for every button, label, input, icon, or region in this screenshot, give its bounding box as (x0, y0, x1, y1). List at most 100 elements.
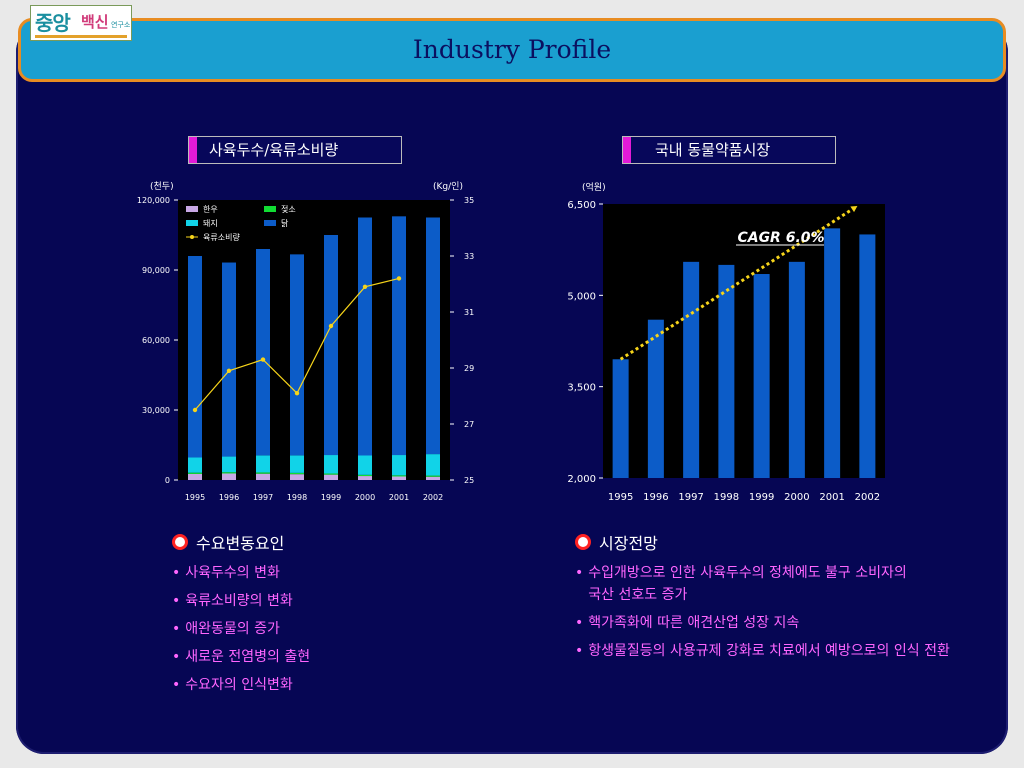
y2-axis-unit: (Kg/인) (433, 181, 463, 192)
bullet-dot-icon: • (575, 643, 584, 659)
bullet-dot-icon: • (172, 677, 181, 693)
x-tick-label: 1996 (219, 493, 239, 502)
y2-tick-label: 31 (464, 308, 474, 317)
y-tick-label: 120,000 (137, 196, 170, 205)
list-item-text: 새로운 전염병의 출현 (185, 649, 311, 665)
y-tick-label: 90,000 (142, 266, 170, 275)
line-point (328, 323, 334, 329)
logo-text-main: 중앙 (35, 11, 71, 35)
list-item-text: 핵가족화에 따른 애견산업 성장 지속 (588, 615, 800, 631)
bar-segment (222, 456, 236, 473)
market-outlook-list: • 수입개방으로 인한 사육두수의 정체에도 불구 소비자의 국산 선호도 증가 … (575, 562, 975, 662)
bar-segment (426, 475, 440, 477)
y-axis-unit: (억원) (582, 181, 606, 193)
bar (612, 359, 629, 478)
list-item-text: 수요자의 인식변화 (185, 677, 293, 693)
list-item: • 사육두수의 변화 (172, 562, 502, 584)
demand-factors-heading: 수요변동요인 (196, 534, 285, 553)
slide-title: Industry Profile (412, 35, 612, 64)
y2-tick-label: 25 (464, 476, 474, 485)
x-tick-label: 1995 (185, 493, 205, 502)
list-item: • 핵가족화에 따른 애견산업 성장 지속 (575, 612, 975, 634)
bar-segment (392, 475, 406, 477)
bullet-dot-icon: • (172, 649, 181, 665)
legend-label: 닭 (281, 218, 289, 228)
demand-factors-list: • 사육두수의 변화 • 육류소비량의 변화 • 애완동물의 증가 • 새로운 전염병의… (172, 562, 502, 696)
bar-segment (426, 476, 440, 480)
company-logo: 중앙 백신 연구소 (30, 5, 132, 41)
bar-segment (256, 249, 270, 456)
bar-segment (358, 474, 372, 477)
y-tick-label: 60,000 (142, 336, 170, 345)
bar-segment (358, 455, 372, 475)
bar (859, 234, 876, 478)
bar (824, 228, 841, 478)
x-tick-label: 1999 (749, 492, 774, 503)
line-point (362, 284, 368, 289)
list-item-text: 애완동물의 증가 (185, 621, 280, 637)
bar-segment (324, 235, 338, 456)
bar (788, 261, 805, 478)
bar-segment (290, 472, 304, 475)
legend-swatch (186, 206, 198, 212)
legend-line-marker (190, 235, 194, 239)
bar-segment (324, 455, 338, 474)
bar-segment (392, 476, 406, 480)
title-banner: Industry Profile (18, 18, 1006, 82)
bar-segment (392, 455, 406, 476)
bullet-dot-icon: • (172, 593, 181, 609)
list-item-text: 육류소비량의 변화 (185, 593, 293, 609)
cagr-label: CAGR 6.0% (737, 230, 824, 246)
x-tick-label: 2000 (784, 492, 809, 503)
plot-area (178, 200, 450, 480)
legend-label: 한우 (203, 205, 218, 214)
line-point (294, 391, 300, 396)
y2-tick-label: 33 (464, 252, 474, 261)
bar-segment (290, 474, 304, 480)
legend-label: 육류소비량 (203, 232, 240, 242)
cagr-trend-line (619, 204, 859, 361)
logo-text-sub: 백신 (81, 13, 109, 31)
market-outlook-heading: 시장전망 (599, 534, 658, 553)
bar-segment (256, 473, 270, 480)
y-tick-label: 5,000 (567, 291, 596, 302)
legend-swatch (264, 206, 276, 212)
y-tick-label: 30,000 (142, 406, 170, 415)
bar-segment (426, 454, 440, 476)
x-tick-label: 2002 (855, 492, 880, 503)
y-tick-label: 2,000 (567, 474, 596, 485)
bar-segment (290, 254, 304, 456)
bar-segment (324, 474, 338, 480)
y-tick-label: 0 (165, 476, 170, 485)
x-tick-label: 1995 (608, 492, 633, 503)
x-tick-label: 2000 (355, 493, 375, 502)
list-item-text: 수입개방으로 인한 사육두수의 정체에도 불구 소비자의 국산 선호도 증가 (588, 565, 907, 603)
bar-segment (222, 262, 236, 457)
list-item-text: 항생물질등의 사용규제 강화로 치료에서 예방으로의 인식 전환 (588, 643, 950, 659)
bullet-circle-icon (575, 534, 591, 550)
right-chart-title-tab: 국내 동물약품시장 (622, 136, 836, 164)
x-tick-label: 1999 (321, 493, 341, 502)
bullet-dot-icon: • (172, 621, 181, 637)
y2-tick-label: 29 (464, 364, 474, 373)
line-point (396, 276, 402, 281)
list-item: • 육류소비량의 변화 (172, 590, 502, 612)
bar (683, 261, 700, 478)
bar-segment (222, 472, 236, 474)
cagr-arrow-head (850, 206, 858, 213)
bar-segment (358, 476, 372, 480)
x-tick-label: 2001 (819, 492, 844, 503)
livestock-chart: (천두) (Kg/인) 0 30,000 60,000 90,000 120,000 25 27… (137, 181, 474, 502)
x-tick-label: 2001 (389, 493, 409, 502)
bar (647, 319, 664, 478)
left-chart-title-tab: 사육두수/육류소비량 (188, 136, 402, 164)
right-chart-title: 국내 동물약품시장 (655, 141, 771, 159)
bar-segment (222, 473, 236, 480)
bar-segment (188, 457, 202, 473)
x-tick-label: 1998 (714, 492, 739, 503)
y-axis-unit: (천두) (150, 181, 174, 192)
legend-label: 젖소 (281, 204, 296, 214)
demand-factors-section: 수요변동요인 • 사육두수의 변화 • 육류소비량의 변화 • 애완동물의 증가 • 새… (172, 530, 502, 702)
x-tick-label: 1997 (678, 492, 703, 503)
demand-factors-heading-row: 수요변동요인 (172, 530, 502, 554)
